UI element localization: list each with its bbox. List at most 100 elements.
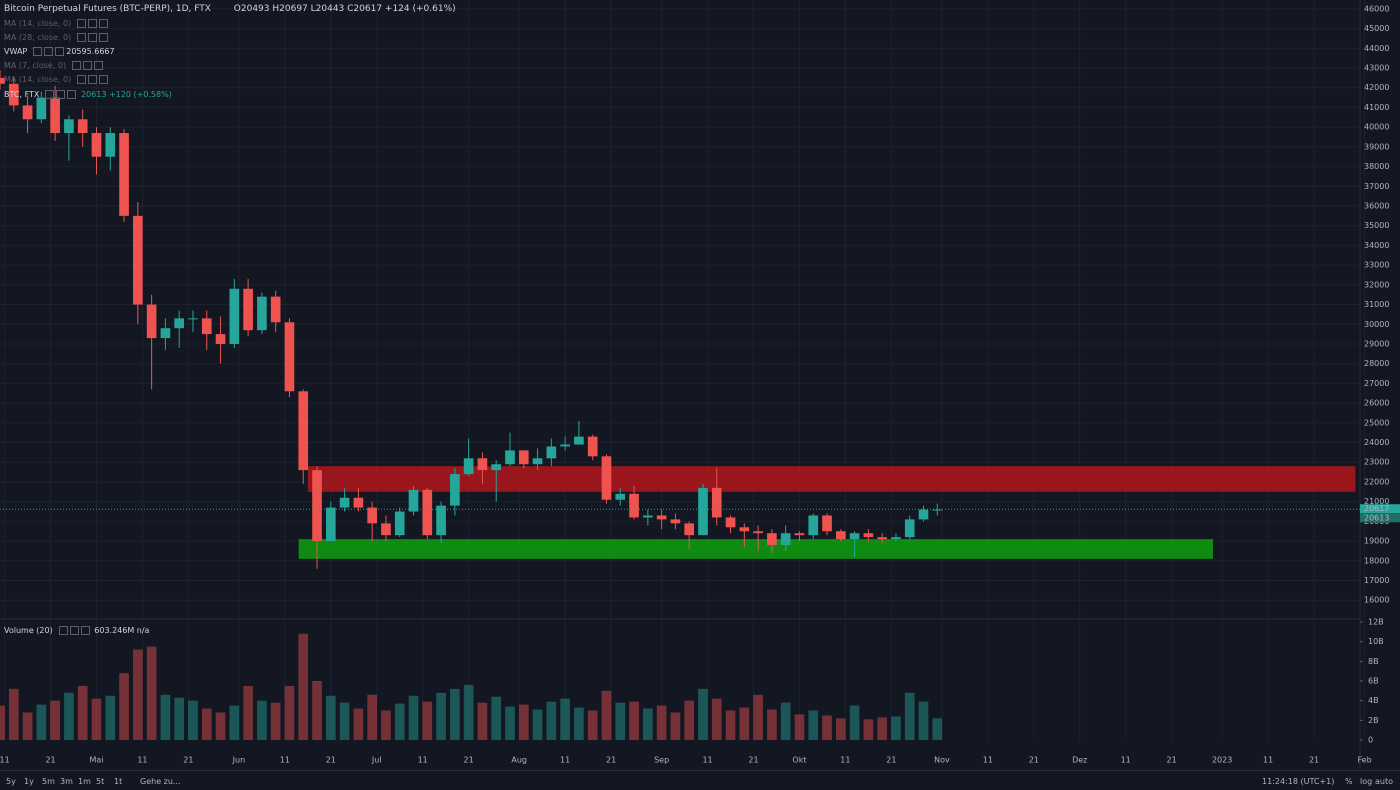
candle-body (753, 531, 763, 534)
icon[interactable] (69, 626, 79, 635)
candle-body (739, 527, 750, 532)
range-button[interactable]: 1t (114, 777, 123, 786)
range-button[interactable]: 3m (60, 777, 73, 786)
volume-bar (64, 692, 74, 740)
icon[interactable] (94, 61, 104, 70)
candle-body (794, 533, 805, 536)
icon[interactable] (56, 90, 66, 99)
y-tick-label: 8B (1368, 657, 1379, 666)
candle-body (463, 458, 474, 475)
volume-bar (339, 702, 350, 740)
candle-body (381, 523, 391, 536)
volume-bar (587, 710, 598, 740)
y-tick-label: 0 (1368, 736, 1373, 745)
volume-bar (767, 709, 777, 740)
volume-bar (50, 700, 60, 740)
icon[interactable] (67, 90, 77, 99)
icon[interactable] (33, 47, 43, 56)
x-tick-label: 21 (183, 756, 193, 765)
candle-body (615, 493, 626, 500)
volume-title: Volume (20) (4, 626, 53, 635)
candle-body (367, 507, 377, 524)
range-button[interactable]: 5m (42, 777, 55, 786)
volume-bar (849, 705, 860, 740)
candle-body (505, 450, 515, 465)
candle-body (725, 517, 736, 528)
icon[interactable] (77, 75, 87, 84)
volume-bar (532, 709, 543, 740)
y-tick-label: 39000 (1364, 142, 1389, 151)
candle-body (643, 515, 653, 518)
candle-body (477, 458, 488, 471)
scale-option[interactable]: % (1345, 777, 1353, 786)
y-tick-label: 23000 (1364, 458, 1389, 467)
volume-bar (670, 712, 681, 740)
scale-option[interactable]: auto (1375, 777, 1394, 786)
icon[interactable] (99, 33, 109, 42)
volume-bar (77, 685, 88, 740)
icon[interactable] (80, 626, 90, 635)
scale-option[interactable]: log (1360, 777, 1373, 786)
x-tick-label: Dez (1072, 756, 1087, 765)
volume-legend: Volume (20) 603.246M n/a (4, 626, 155, 635)
volume-bar (574, 707, 584, 740)
x-tick-label: 11 (0, 756, 10, 765)
volume-bar (835, 718, 846, 740)
candle-body (891, 537, 901, 540)
x-tick-label: Feb (1358, 756, 1372, 765)
range-button[interactable]: 1m (78, 777, 91, 786)
range-button[interactable]: 5t (96, 777, 105, 786)
y-tick-label: 35000 (1364, 221, 1389, 230)
icon[interactable] (88, 75, 98, 84)
volume-bar (325, 695, 336, 740)
volume-bar (891, 716, 901, 740)
candle-body (312, 470, 322, 542)
candle-body (574, 436, 584, 445)
volume-bar (160, 694, 171, 740)
candle-body (408, 489, 419, 512)
icon[interactable] (88, 19, 98, 28)
indicator: MA (14, close, 0) (4, 19, 110, 28)
y-tick-label: 18000 (1364, 556, 1389, 565)
x-tick-label: 11 (983, 756, 993, 765)
volume-bar (201, 708, 212, 740)
x-tick-label: 2023 (1212, 756, 1232, 765)
volume-bar (174, 697, 185, 740)
candle-body (133, 215, 143, 305)
icon[interactable] (99, 75, 109, 84)
y-tick-label: 2B (1368, 716, 1379, 725)
icon[interactable] (99, 19, 109, 28)
volume-bar (8, 688, 19, 740)
x-tick-label: 21 (45, 756, 55, 765)
x-tick-label: 21 (1309, 756, 1319, 765)
range-button[interactable]: 1y (24, 777, 34, 786)
goto-button[interactable]: Gehe zu... (140, 777, 181, 786)
icon[interactable] (77, 33, 87, 42)
volume-bar (601, 690, 612, 740)
x-tick-label: 21 (1167, 756, 1177, 765)
volume-bar (284, 685, 295, 740)
icon[interactable] (58, 626, 68, 635)
icon[interactable] (77, 19, 87, 28)
candle-body (50, 97, 60, 134)
volume-value: 603.246M n/a (94, 626, 150, 635)
candle-body (64, 119, 74, 134)
y-tick-label: 19000 (1364, 537, 1389, 546)
icon[interactable] (55, 47, 65, 56)
icon[interactable] (45, 90, 55, 99)
candle-body (201, 318, 212, 335)
candle-body (36, 97, 47, 120)
toolbar: 5y 1y 5m 3m 1m 5t 1t Gehe zu... 11:24:18 (UTC+1)… (0, 770, 1400, 790)
x-tick-label: 21 (1029, 756, 1039, 765)
volume-bar (560, 698, 570, 740)
y-tick-label: 25000 (1364, 418, 1389, 427)
icon[interactable] (88, 33, 98, 42)
x-tick-label: Nov (934, 756, 950, 765)
y-tick-label: 4B (1368, 696, 1379, 705)
x-tick-label: Jun (232, 756, 246, 765)
indicator: MA (14, close, 0) (4, 75, 110, 84)
range-button[interactable]: 5y (6, 777, 16, 786)
icon[interactable] (44, 47, 54, 56)
icon[interactable] (72, 61, 82, 70)
icon[interactable] (83, 61, 93, 70)
